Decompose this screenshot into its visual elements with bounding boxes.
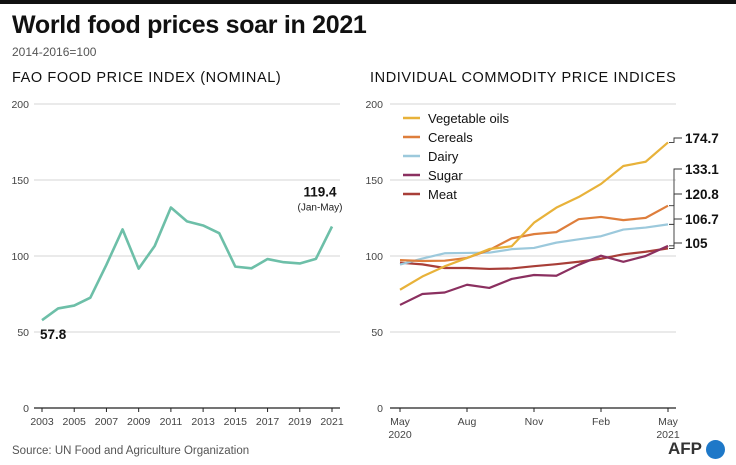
page-title: World food prices soar in 2021 (12, 11, 367, 39)
right-chart-title: INDIVIDUAL COMMODITY PRICE INDICES (370, 70, 677, 86)
vegetable-oils-leader-line (669, 137, 682, 143)
legend-label-meat: Meat (428, 187, 457, 202)
cereals-end-label: 133.1 (685, 162, 719, 177)
logo-dot-icon (706, 439, 725, 459)
right-x-tick-label: Feb (592, 416, 610, 428)
left-x-tick-label: 2013 (191, 416, 215, 428)
left-x-tick-label: 2021 (320, 416, 344, 428)
left-x-tick-label: 2003 (30, 416, 54, 428)
dairy-end-label: 120.8 (685, 187, 719, 202)
meat-end-label: 105 (685, 236, 708, 251)
legend-label-vegetable-oils: Vegetable oils (428, 111, 509, 126)
page-subtitle: 2014-2016=100 (12, 45, 97, 59)
right-y-tick-label: 0 (377, 403, 383, 415)
meat-line (399, 247, 669, 271)
fao-last-value-period: (Jan-May) (297, 203, 342, 214)
vegetable-oils-line (399, 141, 669, 291)
right-x-tick-label: May (658, 416, 679, 428)
left-y-tick-label: 150 (11, 175, 29, 187)
right-y-tick-label: 200 (365, 99, 383, 111)
left-x-tick-label: 2017 (256, 416, 280, 428)
fao-index-line (41, 206, 334, 322)
right-x-tick-sublabel: 2020 (388, 429, 412, 441)
left-x-tick-label: 2015 (224, 416, 248, 428)
cereals-line (399, 204, 669, 263)
left-x-tick-label: 2011 (160, 416, 183, 428)
sugar-line (399, 244, 669, 306)
legend-label-sugar: Sugar (428, 168, 463, 183)
legend-label-cereals: Cereals (428, 130, 473, 145)
source-note: Source: UN Food and Agriculture Organiza… (12, 445, 250, 457)
fao-last-value-label: 119.4 (303, 185, 337, 200)
afp-logo: AFP (668, 437, 725, 461)
left-y-tick-label: 100 (11, 251, 29, 263)
left-y-tick-label: 200 (11, 99, 29, 111)
dairy-leader-line (669, 193, 682, 225)
left-x-tick-label: 2007 (95, 416, 119, 428)
left-x-tick-label: 2019 (288, 416, 312, 428)
right-y-tick-label: 150 (365, 175, 383, 187)
top-rule (0, 0, 736, 4)
right-x-tick-sublabel: 2021 (656, 429, 680, 441)
right-y-tick-label: 100 (365, 251, 383, 263)
dairy-line (399, 223, 669, 266)
sugar-end-label: 106.7 (685, 212, 719, 227)
right-x-tick-label: May (390, 416, 411, 428)
left-x-tick-label: 2005 (63, 416, 87, 428)
vegetable-oils-end-label: 174.7 (685, 131, 719, 146)
legend-label-dairy: Dairy (428, 149, 459, 164)
left-y-tick-label: 0 (23, 403, 29, 415)
right-x-tick-label: Aug (458, 416, 477, 428)
left-x-tick-label: 2009 (127, 416, 151, 428)
right-y-tick-label: 50 (371, 327, 383, 339)
left-y-tick-label: 50 (17, 327, 29, 339)
fao-first-value-label: 57.8 (40, 327, 67, 342)
right-x-tick-label: Nov (525, 416, 544, 428)
sugar-leader-line (669, 218, 682, 247)
meat-leader-line (669, 242, 682, 249)
cereals-leader-line (669, 168, 682, 207)
left-chart-title: FAO FOOD PRICE INDEX (NOMINAL) (12, 70, 282, 86)
logo-text: AFP (668, 439, 702, 458)
